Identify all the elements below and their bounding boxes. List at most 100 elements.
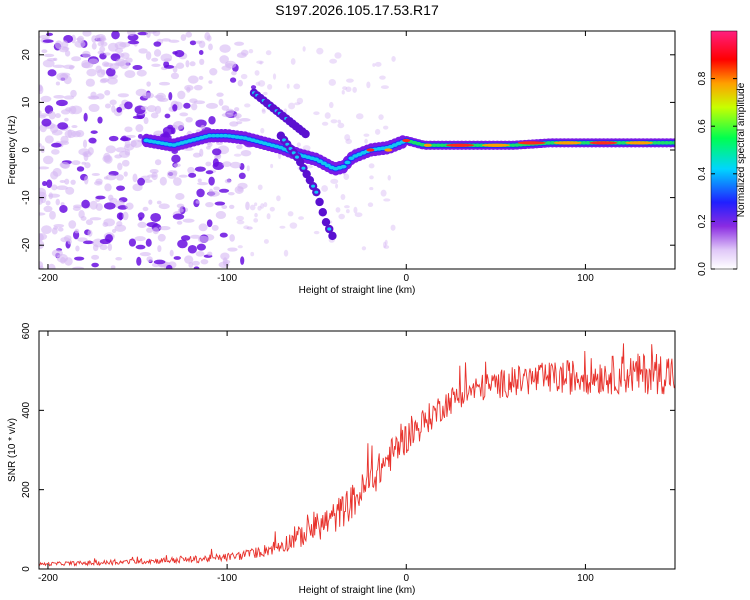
spectrogram-noise-blob [96, 93, 105, 100]
spectrogram-noise-blob [146, 81, 151, 87]
spectrogram-noise-blob [114, 224, 127, 232]
spectrogram-noise-blob [236, 114, 240, 121]
spectrogram-noise-blob [234, 41, 245, 46]
spectrogram-branch-core [314, 190, 319, 194]
spectrogram-noise-blob [89, 200, 98, 210]
spectrogram-y-tick-label: 20 [21, 49, 32, 61]
spectrogram-noise-blob [337, 119, 341, 124]
spectrogram-noise-blob [175, 62, 185, 69]
spectrogram-noise-blob [237, 186, 244, 192]
spectrogram-noise-blob [154, 94, 164, 99]
spectrogram-noise-blob [158, 225, 171, 231]
spectrogram-noise-blob [122, 211, 129, 221]
spectrogram-noise-blob [102, 155, 112, 163]
spectrogram-noise-blob [157, 245, 162, 253]
spectrogram-noise-blob [296, 142, 301, 147]
spectrogram-noise-blob [287, 211, 294, 217]
spectrogram-noise-blob [185, 31, 193, 38]
spectrogram-noise-blob [77, 35, 85, 44]
spectrogram-noise-blob [236, 220, 245, 225]
spectrogram-noise-blob [234, 107, 240, 112]
spectrogram-noise-blob [272, 73, 277, 80]
spectrogram-noise-blob [70, 179, 76, 185]
spectrogram-noise-blob [302, 46, 306, 52]
spectrogram-noise-blob [374, 61, 382, 67]
spectrogram-noise-blob [193, 84, 203, 91]
spectrogram-noise-blob [88, 103, 100, 113]
spectrogram-noise-blob [248, 48, 254, 54]
spectrogram-noise-blob [254, 212, 258, 218]
spectrogram-noise-blob [116, 185, 126, 191]
spectrogram-noise-blob [78, 148, 90, 156]
snr-x-tick-label: -100 [217, 573, 237, 584]
spectrogram-noise-blob [109, 63, 120, 70]
spectrogram-noise-blob [324, 112, 331, 119]
spectrogram-noise-blob [42, 181, 48, 187]
spectrogram-noise-blob [91, 262, 99, 268]
spectrogram-noise-blob [51, 184, 58, 191]
spectrogram-noise-blob [221, 204, 228, 209]
spectrogram-noise-blob [189, 98, 198, 104]
spectrogram-noise-blob [265, 50, 272, 56]
spectrogram-noise-blob [55, 113, 61, 119]
spectrogram-noise-blob [140, 105, 148, 111]
spectrogram-noise-blob [71, 34, 76, 44]
spectrogram-noise-blob [124, 126, 133, 133]
spectrogram-noise-blob [115, 256, 123, 261]
spectrogram-noise-blob [74, 256, 85, 261]
spectrogram-noise-blob [137, 177, 145, 186]
spectrogram-noise-blob [328, 79, 336, 86]
spectrogram-track-core [671, 141, 675, 145]
spectrogram-noise-blob [57, 227, 64, 232]
spectrogram-noise-blob [116, 221, 123, 227]
spectrogram-noise-blob [200, 125, 206, 130]
snr-y-tick-label: 0 [21, 566, 32, 572]
spectrogram-noise-blob [213, 186, 220, 191]
spectrogram-noise-blob [328, 101, 334, 109]
spectrogram-noise-blob [91, 42, 97, 50]
spectrogram-noise-blob [127, 31, 136, 37]
spectrogram-noise-blob [227, 247, 238, 252]
spectrogram-x-axis-label: Height of straight line (km) [299, 285, 416, 296]
spectrogram-noise-blob [110, 265, 116, 269]
spectrogram-noise-blob [260, 127, 265, 134]
spectrogram-hot-spot [366, 148, 375, 152]
spectrogram-noise-blob [41, 118, 52, 127]
spectrogram-noise-blob [267, 84, 273, 90]
spectrogram-noise-blob [208, 80, 213, 84]
spectrogram-noise-blob [48, 193, 61, 198]
spectrogram-noise-blob [111, 31, 120, 40]
spectrogram-noise-blob [344, 134, 351, 141]
spectrogram-noise-blob [220, 252, 230, 261]
spectrogram-noise-blob [180, 34, 187, 41]
spectrogram-noise-blob [103, 202, 116, 210]
snr-panel: -200 -100 0 100 0 200 400 600 Height of straig… [7, 322, 676, 596]
spectrogram-noise-blob [240, 256, 245, 265]
spectrogram-noise-blob [59, 161, 70, 169]
spectrogram-noise-blob [41, 225, 52, 235]
spectrogram-noise-blob [73, 204, 83, 209]
spectrogram-noise-blob [212, 158, 219, 168]
spectrogram-noise-blob [212, 148, 222, 156]
spectrogram-noise-blob [56, 99, 68, 107]
spectrogram-noise-blob [135, 244, 146, 250]
spectrogram-noise-blob [219, 232, 228, 238]
colorbar-tick-label: 0.6 [697, 119, 708, 133]
spectrogram-noise-blob [170, 72, 180, 80]
spectrogram-noise-blob [288, 102, 296, 110]
snr-plot-area [39, 343, 675, 567]
snr-y-tick-label: 400 [21, 402, 32, 419]
spectrogram-noise-blob [63, 95, 75, 100]
spectrogram-y-tick-label: 0 [21, 147, 32, 153]
spectrogram-noise-blob [200, 259, 209, 265]
spectrogram-noise-blob [39, 143, 42, 147]
spectrogram-noise-blob [87, 229, 93, 237]
spectrogram-noise-blob [161, 38, 171, 42]
spectrogram-noise-blob [225, 63, 234, 67]
spectrogram-noise-blob [52, 64, 65, 69]
spectrogram-branch-core [301, 166, 306, 170]
spectrogram-noise-blob [198, 40, 206, 49]
figure-title: S197.2026.105.17.53.R17 [275, 2, 439, 18]
spectrogram-noise-blob [53, 57, 58, 61]
spectrogram-noise-blob [321, 121, 329, 126]
